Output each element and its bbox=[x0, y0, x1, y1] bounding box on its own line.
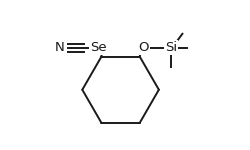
Text: O: O bbox=[138, 41, 149, 54]
Text: Si: Si bbox=[165, 41, 177, 54]
Text: N: N bbox=[54, 41, 64, 54]
Text: Se: Se bbox=[90, 41, 107, 54]
